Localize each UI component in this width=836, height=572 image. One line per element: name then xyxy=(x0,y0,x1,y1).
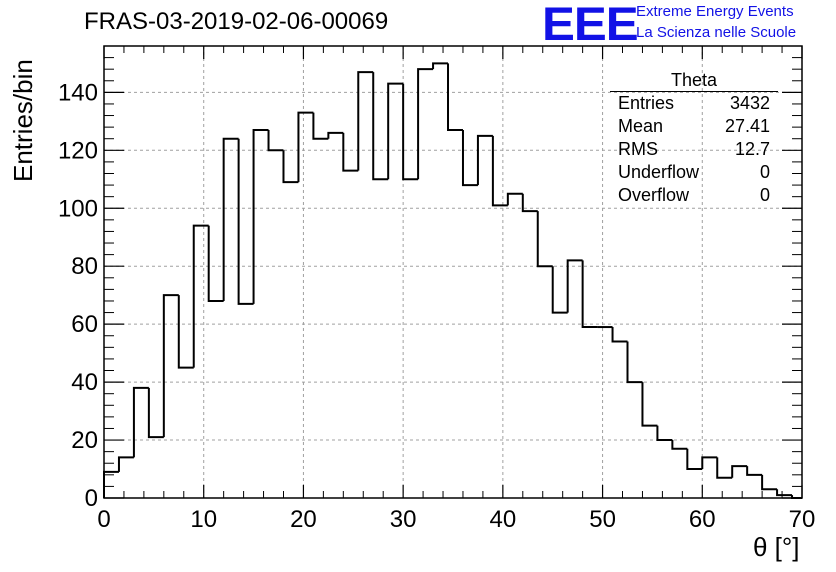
axis-ticks xyxy=(103,45,803,499)
histogram-bin xyxy=(417,68,434,180)
y-tick-label: 20 xyxy=(71,427,98,454)
histogram-bin xyxy=(192,224,209,368)
histogram-bin xyxy=(641,382,658,427)
histogram-bin xyxy=(716,457,733,479)
histogram-bin xyxy=(701,456,718,470)
brand-line-2: La Scienza nelle Scuole xyxy=(636,24,797,41)
x-tick-label: 20 xyxy=(290,506,317,533)
chart-title: FRAS-03-2019-02-06-00069 xyxy=(84,8,389,35)
histogram-bin xyxy=(566,259,583,313)
y-tick-label: 140 xyxy=(58,79,98,106)
plot-frame xyxy=(103,45,803,499)
stats-label: Mean xyxy=(618,116,664,136)
histogram-bin xyxy=(342,132,359,172)
histogram-bin xyxy=(506,192,523,206)
x-axis-label: θ [°] xyxy=(753,532,800,562)
x-tick-label: 10 xyxy=(190,506,217,533)
stats-label: Underflow xyxy=(618,162,700,182)
histogram-bin xyxy=(132,386,149,458)
stats-row-entries: Entries 3432 xyxy=(610,92,778,115)
histogram-bin xyxy=(656,425,673,442)
histogram-bin xyxy=(327,131,344,139)
histogram-bin xyxy=(491,135,508,207)
y-tick-label: 80 xyxy=(71,253,98,280)
histogram-bin xyxy=(776,489,793,497)
x-tick-label: 0 xyxy=(97,506,110,533)
histogram-bin xyxy=(536,211,553,268)
histogram-bin xyxy=(387,82,404,180)
stats-label: Entries xyxy=(618,93,675,113)
histogram-bin xyxy=(252,129,269,304)
histogram-bin xyxy=(147,387,164,439)
stats-value: 0 xyxy=(759,162,770,182)
histogram-bin xyxy=(237,138,254,305)
histogram-bin xyxy=(372,72,389,181)
y-tick-label: 60 xyxy=(71,311,98,338)
histogram-bin xyxy=(447,63,463,132)
histogram-bin xyxy=(117,456,134,472)
x-tick-label: 50 xyxy=(589,506,616,533)
y-tick-label: 40 xyxy=(71,369,98,396)
histogram-bin xyxy=(282,150,299,184)
histogram-bin xyxy=(177,295,194,369)
histogram-bin xyxy=(551,266,568,314)
grid-lines xyxy=(104,46,802,498)
stats-value: 3432 xyxy=(729,93,770,113)
histogram-bin xyxy=(611,327,628,343)
histogram-bin xyxy=(626,341,643,384)
y-axis-label: Entries/bin xyxy=(8,59,38,182)
histogram-bin xyxy=(521,193,538,213)
stats-value: 27.41 xyxy=(724,116,770,136)
x-tick-label: 70 xyxy=(789,506,816,533)
histogram-bin xyxy=(746,466,763,476)
stats-value: 0 xyxy=(759,185,770,205)
stats-label: Overflow xyxy=(618,185,690,205)
histogram-bin xyxy=(581,260,598,329)
eee-logo: EEE xyxy=(542,0,639,50)
x-tick-label: 30 xyxy=(390,506,417,533)
histogram-bin xyxy=(461,130,478,187)
histogram-bin xyxy=(207,225,224,302)
y-tick-label: 0 xyxy=(85,485,98,512)
x-tick-label: 40 xyxy=(490,506,517,533)
histogram-bin xyxy=(297,111,314,183)
stats-title: Theta xyxy=(610,69,778,92)
x-tick-label: 60 xyxy=(689,506,716,533)
histogram-bin xyxy=(312,112,329,140)
stats-label: RMS xyxy=(618,139,658,159)
histogram-bin xyxy=(162,294,179,438)
histogram-bin xyxy=(731,465,748,478)
stats-value: 12.7 xyxy=(734,139,770,159)
y-tick-label: 100 xyxy=(58,195,98,222)
histogram-bin xyxy=(671,440,688,450)
histogram-bin xyxy=(222,137,239,301)
stats-row-underflow: Underflow 0 xyxy=(610,161,778,184)
stats-row-mean: Mean 27.41 xyxy=(610,115,778,138)
histogram-bin xyxy=(267,130,284,152)
tick-labels: 0 10 20 30 40 50 60 70 0 20 40 60 80 100 120 140 xyxy=(58,79,815,533)
histogram-bin xyxy=(761,474,778,491)
histogram-bin xyxy=(402,83,419,181)
histogram-bin xyxy=(686,448,703,471)
stats-box: Theta Entries 3432 Mean 27.41 RMS 12.7 U… xyxy=(610,69,778,207)
histogram-bin xyxy=(357,71,374,171)
y-tick-label: 120 xyxy=(58,137,98,164)
histogram-bin xyxy=(476,134,493,186)
stats-row-rms: RMS 12.7 xyxy=(610,138,778,161)
brand-line-1: Extreme Energy Events xyxy=(636,3,794,20)
histogram-bin xyxy=(432,62,449,70)
stats-row-overflow: Overflow 0 xyxy=(610,184,778,207)
histogram-bin xyxy=(103,470,119,498)
